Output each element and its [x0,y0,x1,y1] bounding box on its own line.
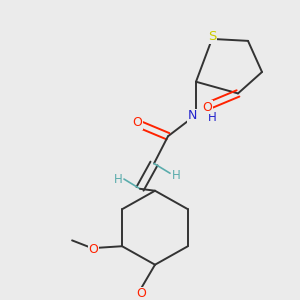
Text: H: H [114,172,122,186]
Text: N: N [187,109,197,122]
Text: S: S [208,31,216,44]
Text: H: H [172,169,180,182]
Text: O: O [136,287,146,300]
Text: O: O [88,243,98,256]
Text: H: H [208,111,216,124]
Text: O: O [202,100,212,114]
Text: O: O [132,116,142,129]
